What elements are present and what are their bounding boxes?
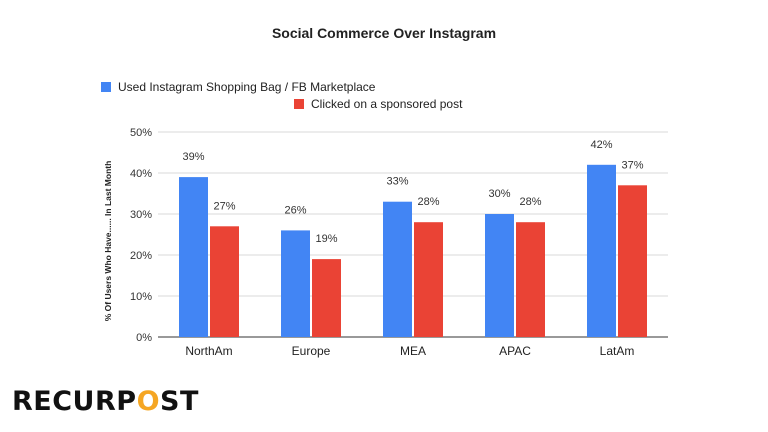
bar <box>618 185 647 337</box>
bar <box>179 177 208 337</box>
data-label: 26% <box>284 204 306 216</box>
bars <box>179 164 647 337</box>
gridlines <box>158 131 668 338</box>
y-tick-label: 0% <box>136 332 152 344</box>
legend-swatch-series-2 <box>294 99 304 109</box>
y-tick-label: 40% <box>130 168 152 180</box>
bar <box>281 230 310 337</box>
bar <box>312 259 341 337</box>
y-tick-label: 10% <box>130 291 152 303</box>
data-label: 42% <box>590 139 612 151</box>
bar <box>210 226 239 337</box>
y-tick-label: 50% <box>130 127 152 139</box>
x-tick-label: MEA <box>400 344 426 358</box>
bar <box>383 201 412 337</box>
legend-swatch-series-1 <box>101 82 111 92</box>
data-labels: 39% 27% 26% 19% 33% 28% 30% 28% 42% 37% <box>182 139 643 245</box>
x-tick-label: Europe <box>292 344 331 358</box>
bar <box>485 214 514 337</box>
legend-label-series-1: Used Instagram Shopping Bag / FB Marketp… <box>118 80 376 94</box>
data-label: 27% <box>213 200 235 212</box>
y-tick-label: 30% <box>130 209 152 221</box>
chart: Social Commerce Over Instagram Used Inst… <box>101 25 668 358</box>
legend-label-series-2: Clicked on a sponsored post <box>311 97 463 111</box>
data-label: 39% <box>182 151 204 163</box>
chart-title: Social Commerce Over Instagram <box>272 25 496 41</box>
bar <box>516 222 545 337</box>
y-tick-label: 20% <box>130 250 152 262</box>
data-label: 30% <box>488 188 510 200</box>
data-label: 19% <box>315 233 337 245</box>
bar <box>414 222 443 337</box>
x-tick-label: LatAm <box>600 344 635 358</box>
data-label: 28% <box>519 196 541 208</box>
bar <box>587 164 616 337</box>
recurpost-logo: RECURPOST <box>12 386 199 417</box>
y-axis-label: % Of Users Who Have...... In Last Month <box>103 161 113 322</box>
y-axis-ticks: 0% 10% 20% 30% 40% 50% <box>130 127 152 344</box>
legend: Used Instagram Shopping Bag / FB Marketp… <box>101 80 463 111</box>
data-label: 28% <box>417 196 439 208</box>
data-label: 33% <box>386 176 408 188</box>
logo-clock-icon: O <box>136 386 161 417</box>
x-tick-label: APAC <box>499 344 531 358</box>
data-label: 37% <box>621 159 643 171</box>
x-axis-ticks: NorthAm Europe MEA APAC LatAm <box>185 344 634 358</box>
x-tick-label: NorthAm <box>185 344 232 358</box>
